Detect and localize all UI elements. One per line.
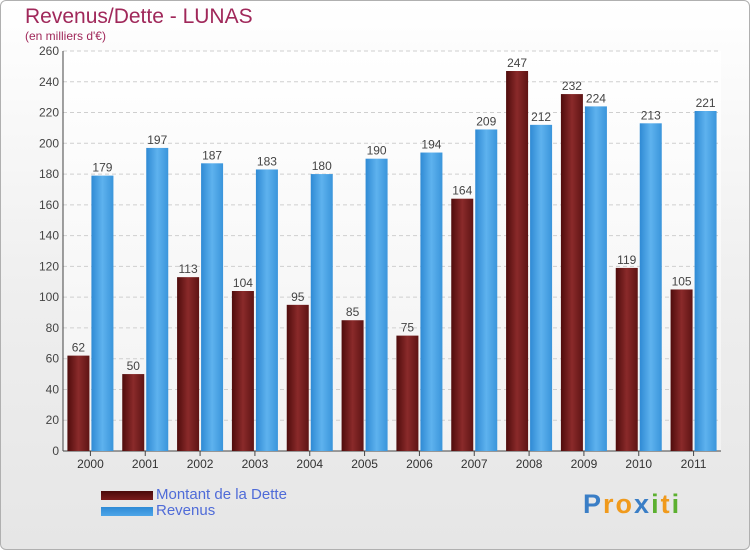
y-tick-label: 120 xyxy=(39,259,59,273)
x-tick-label: 2004 xyxy=(296,457,323,471)
bar-dette xyxy=(341,320,364,451)
bar-revenus xyxy=(201,163,224,452)
data-label-dette: 95 xyxy=(291,290,305,304)
bar-revenus xyxy=(530,124,553,451)
data-label-dette: 75 xyxy=(401,321,415,335)
logo-letter: x xyxy=(634,489,652,519)
x-tick-label: 2002 xyxy=(187,457,214,471)
y-tick-label: 20 xyxy=(46,413,60,427)
x-tick-label: 2010 xyxy=(625,457,652,471)
data-label-dette: 104 xyxy=(233,276,253,290)
logo-letter: i xyxy=(671,489,682,519)
logo-letter: t xyxy=(660,489,672,519)
data-label-dette: 50 xyxy=(127,359,141,373)
logo-letter: r xyxy=(603,489,616,519)
data-label-revenus: 179 xyxy=(92,161,112,175)
bar-revenus xyxy=(639,123,662,452)
x-tick-label: 2000 xyxy=(77,457,104,471)
data-label-revenus: 209 xyxy=(476,114,496,128)
bar-revenus xyxy=(420,152,443,452)
data-label-revenus: 194 xyxy=(421,138,441,152)
logo-letter: i xyxy=(651,489,661,519)
x-tick-label: 2008 xyxy=(516,457,543,471)
logo-letter: P xyxy=(583,489,604,519)
bar-dette xyxy=(286,304,309,451)
data-label-revenus: 197 xyxy=(147,133,167,147)
data-label-revenus: 224 xyxy=(586,91,606,105)
bar-dette xyxy=(231,291,254,451)
bar-dette xyxy=(560,94,583,452)
bar-revenus xyxy=(91,175,114,451)
legend-label-dette: Montant de la Dette xyxy=(156,486,287,503)
y-tick-label: 60 xyxy=(46,352,60,366)
y-tick-label: 40 xyxy=(46,382,60,396)
legend-swatch-dette xyxy=(101,491,153,500)
data-label-dette: 105 xyxy=(672,274,692,288)
proxiti-logo: Proxiti xyxy=(583,489,681,520)
y-tick-label: 240 xyxy=(39,75,59,89)
y-tick-label: 220 xyxy=(39,106,59,120)
bar-revenus xyxy=(255,169,278,451)
plot-area xyxy=(63,51,721,451)
data-label-revenus: 213 xyxy=(641,108,661,122)
data-label-dette: 247 xyxy=(507,56,527,70)
bar-dette xyxy=(177,277,200,451)
data-label-dette: 232 xyxy=(562,79,582,93)
x-tick-label: 2003 xyxy=(242,457,269,471)
chart-subtitle: (en milliers d'€) xyxy=(25,29,106,43)
y-tick-label: 200 xyxy=(39,136,59,150)
chart-title: Revenus/Dette - LUNAS xyxy=(25,5,253,28)
data-label-revenus: 221 xyxy=(696,96,716,110)
data-label-dette: 62 xyxy=(72,341,86,355)
bar-dette xyxy=(451,198,474,451)
x-tick-label: 2007 xyxy=(461,457,488,471)
data-label-dette: 85 xyxy=(346,305,360,319)
y-tick-label: 140 xyxy=(39,229,59,243)
x-tick-label: 2001 xyxy=(132,457,159,471)
data-label-revenus: 187 xyxy=(202,148,222,162)
logo-letter: o xyxy=(615,489,635,519)
y-tick-label: 180 xyxy=(39,167,59,181)
bar-dette xyxy=(670,289,693,451)
y-tick-label: 260 xyxy=(39,44,59,58)
legend-swatch-revenus xyxy=(101,507,153,516)
bar-dette xyxy=(67,355,90,451)
data-label-revenus: 183 xyxy=(257,154,277,168)
bar-revenus xyxy=(146,147,169,451)
y-tick-label: 100 xyxy=(39,290,59,304)
data-label-dette: 113 xyxy=(179,262,198,276)
x-tick-label: 2005 xyxy=(351,457,378,471)
legend-label-revenus: Revenus xyxy=(156,502,216,519)
bar-dette xyxy=(396,335,419,451)
bar-revenus xyxy=(475,129,498,451)
bar-revenus xyxy=(310,174,333,452)
y-tick-label: 160 xyxy=(39,198,59,212)
data-label-revenus: 212 xyxy=(531,110,551,124)
data-label-revenus: 190 xyxy=(367,144,387,158)
bar-revenus xyxy=(584,106,607,451)
y-tick-label: 80 xyxy=(46,321,60,335)
y-tick-label: 0 xyxy=(52,444,59,458)
bar-revenus xyxy=(365,158,388,451)
x-tick-label: 2009 xyxy=(571,457,598,471)
data-label-dette: 119 xyxy=(617,253,636,267)
bar-revenus xyxy=(694,111,717,451)
bar-dette xyxy=(615,267,638,451)
x-tick-label: 2011 xyxy=(681,457,707,471)
bar-dette xyxy=(506,71,529,451)
bar-dette xyxy=(122,374,145,451)
data-label-dette: 164 xyxy=(452,184,472,198)
data-label-revenus: 180 xyxy=(312,159,332,173)
x-tick-label: 2006 xyxy=(406,457,433,471)
